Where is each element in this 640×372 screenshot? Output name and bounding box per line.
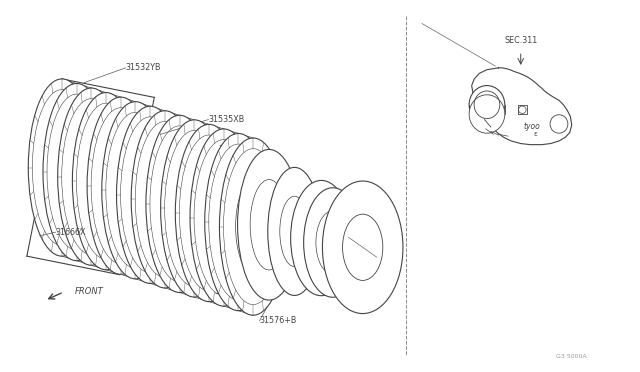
Text: 31655XA: 31655XA [346, 246, 381, 255]
Ellipse shape [291, 180, 352, 296]
Ellipse shape [72, 93, 140, 270]
Ellipse shape [323, 181, 403, 314]
Text: 31666X: 31666X [56, 228, 86, 237]
Ellipse shape [102, 102, 169, 279]
Ellipse shape [237, 150, 301, 300]
Text: 31645X: 31645X [314, 228, 344, 237]
Ellipse shape [116, 106, 184, 283]
Text: 31506YC: 31506YC [234, 186, 269, 195]
Text: 31667X: 31667X [215, 287, 246, 296]
Text: 31535XB: 31535XB [225, 165, 260, 174]
Ellipse shape [205, 134, 272, 311]
Text: 31576+C: 31576+C [266, 213, 303, 222]
Ellipse shape [469, 95, 505, 133]
Ellipse shape [131, 111, 198, 288]
Text: G3 5000A: G3 5000A [556, 354, 587, 359]
Text: 31576+B: 31576+B [259, 316, 297, 325]
Ellipse shape [146, 115, 213, 292]
Ellipse shape [190, 129, 257, 306]
Text: 31667XA: 31667XA [218, 145, 254, 154]
Text: tyoo: tyoo [523, 122, 540, 131]
Text: SEC.311: SEC.311 [504, 36, 538, 45]
Ellipse shape [58, 88, 125, 265]
Text: FRONT: FRONT [75, 287, 104, 296]
Text: 31532YB: 31532YB [125, 63, 161, 72]
Ellipse shape [43, 83, 110, 261]
Ellipse shape [550, 115, 568, 133]
Ellipse shape [303, 188, 362, 297]
Text: ε: ε [534, 131, 538, 137]
Ellipse shape [28, 79, 95, 256]
Ellipse shape [220, 138, 287, 315]
Text: 31535XB: 31535XB [209, 115, 244, 124]
Ellipse shape [268, 167, 321, 295]
Text: 31655X: 31655X [234, 301, 265, 311]
Ellipse shape [161, 120, 228, 297]
Ellipse shape [469, 86, 505, 124]
Ellipse shape [87, 97, 154, 274]
Ellipse shape [175, 124, 243, 302]
